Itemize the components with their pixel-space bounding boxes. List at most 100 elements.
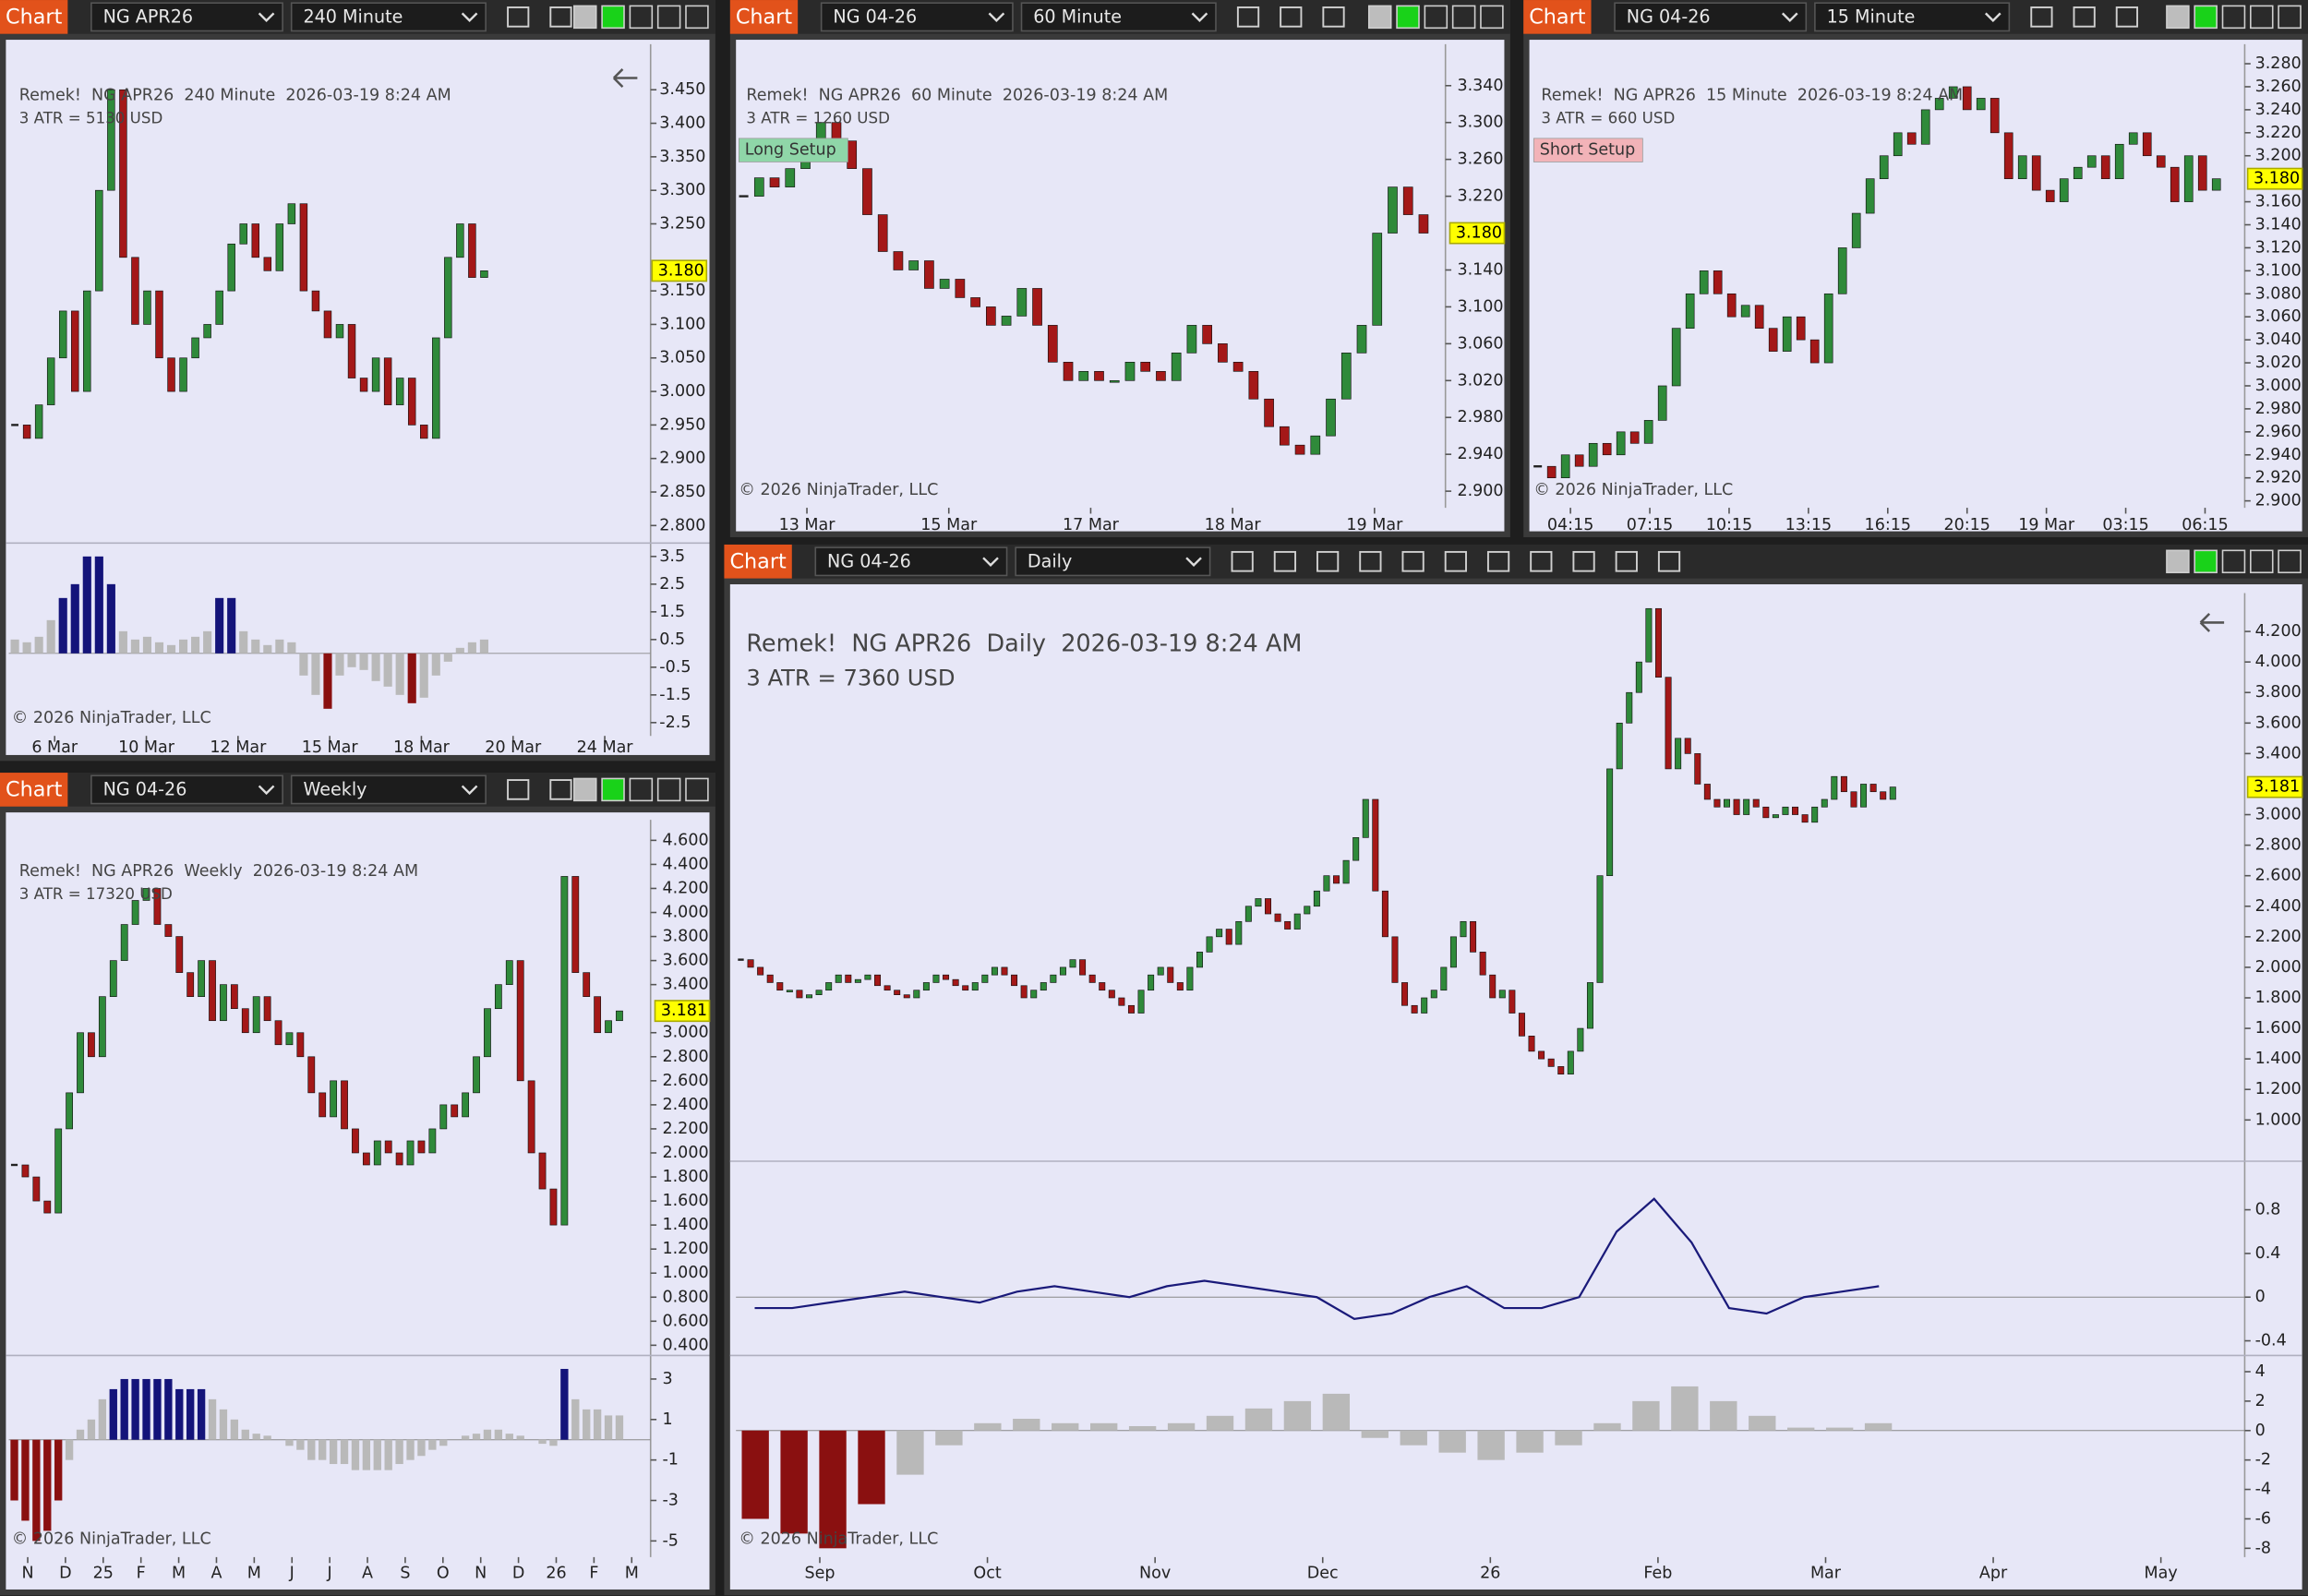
window-button[interactable]	[1480, 5, 1504, 30]
window-button[interactable]	[2278, 549, 2302, 574]
toolbar-icon[interactable]	[549, 779, 572, 800]
window-button[interactable]	[2194, 549, 2218, 574]
toolbar-icon[interactable]	[1316, 550, 1340, 572]
window-button[interactable]	[656, 777, 681, 802]
toolbar-icon[interactable]	[1236, 6, 1260, 28]
window-button[interactable]	[629, 5, 654, 30]
dropdown-arrow[interactable]	[258, 785, 275, 796]
window-button[interactable]	[1451, 5, 1476, 30]
toolbar-icon[interactable]	[1231, 550, 1254, 572]
dropdown-arrow[interactable]	[988, 12, 1005, 23]
interval-label[interactable]: Weekly	[303, 779, 367, 800]
toolbar-icon[interactable]	[1530, 550, 1553, 572]
window-button[interactable]	[573, 5, 597, 30]
candle	[1218, 343, 1228, 363]
window-button[interactable]	[601, 777, 625, 802]
window-button[interactable]	[629, 777, 654, 802]
candle	[468, 223, 476, 278]
window-button[interactable]	[685, 5, 709, 30]
dropdown-arrow[interactable]	[258, 12, 275, 23]
dropdown-arrow[interactable]	[1191, 12, 1208, 23]
instrument-dropdown[interactable]	[90, 774, 283, 805]
window-button[interactable]	[1396, 5, 1420, 30]
toolbar-icon[interactable]	[2115, 6, 2139, 28]
candle	[1402, 186, 1413, 215]
back-arrow[interactable]	[2199, 612, 2225, 632]
candle	[1362, 798, 1369, 838]
window-button[interactable]	[1367, 5, 1392, 30]
toolbar-icon[interactable]	[1280, 6, 1303, 28]
instrument-label[interactable]: NG 04-26	[833, 6, 917, 28]
instrument-label[interactable]: NG 04-26	[1627, 6, 1711, 28]
interval-dropdown[interactable]	[1814, 2, 2011, 32]
candle	[1059, 966, 1066, 976]
instrument-dropdown[interactable]	[820, 2, 1014, 32]
toolbar-icon[interactable]	[1444, 550, 1467, 572]
instrument-dropdown[interactable]	[814, 546, 1008, 577]
histogram-bar	[1128, 1425, 1157, 1431]
window-button[interactable]	[2221, 5, 2246, 30]
toolbar-icon[interactable]	[2030, 6, 2053, 28]
chart-tab[interactable]	[724, 544, 792, 579]
window-button[interactable]	[2166, 549, 2190, 574]
instrument-dropdown[interactable]	[1614, 2, 1808, 32]
instrument-dropdown[interactable]	[90, 2, 283, 32]
toolbar-icon[interactable]	[507, 779, 530, 800]
price-tick-label: 2.900	[1457, 482, 1503, 500]
toolbar-icon[interactable]	[1322, 6, 1345, 28]
x-tick-label: 24 Mar	[577, 738, 634, 757]
toolbar-icon[interactable]	[1273, 550, 1297, 572]
dropdown-arrow[interactable]	[982, 557, 999, 567]
interval-label[interactable]: 240 Minute	[303, 6, 403, 28]
back-arrow[interactable]	[612, 68, 638, 88]
toolbar-icon[interactable]	[1657, 550, 1681, 572]
window-button[interactable]	[573, 777, 597, 802]
instrument-label[interactable]: NG 04-26	[103, 779, 187, 800]
window-button[interactable]	[2221, 549, 2246, 574]
window-button[interactable]	[2166, 5, 2190, 30]
chart-tab-label[interactable]: Chart	[729, 550, 787, 574]
chart-tab-label[interactable]: Chart	[6, 778, 63, 802]
window-button[interactable]	[656, 5, 681, 30]
window-button[interactable]	[2250, 5, 2274, 30]
interval-dropdown[interactable]	[290, 2, 487, 32]
chart-tab-label[interactable]: Chart	[1529, 6, 1586, 30]
interval-label[interactable]: Daily	[1028, 551, 1072, 572]
window-button[interactable]	[1424, 5, 1449, 30]
instrument-label[interactable]: NG APR26	[103, 6, 193, 28]
toolbar-icon[interactable]	[1359, 550, 1382, 572]
dropdown-arrow[interactable]	[1185, 557, 1202, 567]
toolbar-icon[interactable]	[507, 6, 530, 28]
instrument-label[interactable]: NG 04-26	[827, 551, 911, 572]
candle	[1323, 875, 1330, 892]
interval-label[interactable]: 60 Minute	[1033, 6, 1122, 28]
interval-dropdown[interactable]	[1020, 2, 1217, 32]
chart-tab[interactable]	[1523, 0, 1592, 34]
chart-tab[interactable]	[0, 773, 68, 807]
dropdown-arrow[interactable]	[461, 12, 478, 23]
toolbar-icon[interactable]	[2073, 6, 2096, 28]
chart-tab-label[interactable]: Chart	[6, 6, 63, 30]
interval-dropdown[interactable]	[1015, 546, 1211, 577]
window-button[interactable]	[2250, 549, 2274, 574]
toolbar-icon[interactable]	[1615, 550, 1638, 572]
dropdown-arrow[interactable]	[461, 785, 478, 796]
toolbar-icon[interactable]	[549, 6, 572, 28]
chart-tab[interactable]	[729, 0, 799, 34]
copyright: © 2026 NinjaTrader, LLC	[12, 1530, 211, 1549]
interval-dropdown[interactable]	[290, 774, 487, 805]
window-button[interactable]	[2278, 5, 2302, 30]
window-button[interactable]	[601, 5, 625, 30]
toolbar-icon[interactable]	[1401, 550, 1424, 572]
histogram-bar	[299, 653, 308, 676]
chart-tab-label[interactable]: Chart	[736, 6, 793, 30]
dropdown-arrow[interactable]	[1781, 12, 1798, 23]
candle	[971, 982, 979, 991]
dropdown-arrow[interactable]	[1984, 12, 2001, 23]
chart-tab[interactable]	[0, 0, 68, 34]
toolbar-icon[interactable]	[1572, 550, 1595, 572]
interval-label[interactable]: 15 Minute	[1827, 6, 1916, 28]
window-button[interactable]	[2194, 5, 2218, 30]
window-button[interactable]	[685, 777, 709, 802]
toolbar-icon[interactable]	[1486, 550, 1510, 572]
